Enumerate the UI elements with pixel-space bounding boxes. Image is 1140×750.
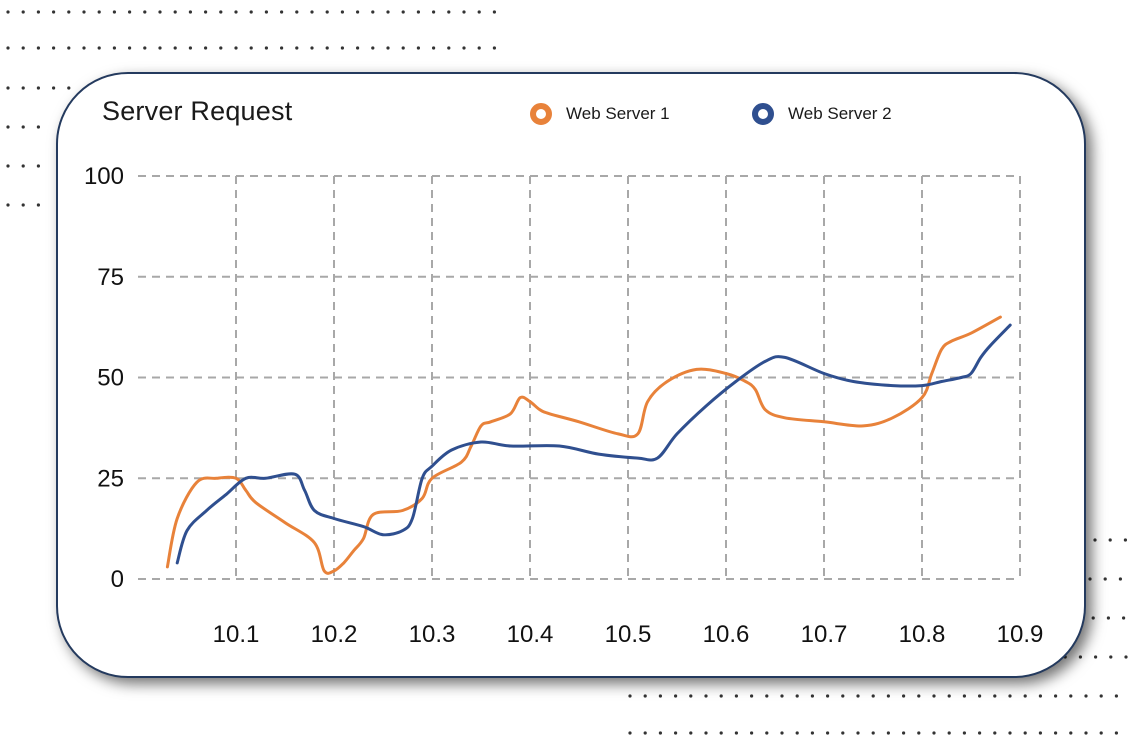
series-line-web-server-2 bbox=[175, 323, 1012, 565]
chart-grid bbox=[138, 175, 1021, 580]
x-tick-label: 10.6 bbox=[703, 621, 750, 648]
legend-label-web-server-2: Web Server 2 bbox=[788, 104, 892, 123]
legend-item-web-server-2: Web Server 2 bbox=[752, 96, 892, 132]
y-tick-label: 0 bbox=[111, 566, 124, 593]
x-tick-label: 10.9 bbox=[997, 621, 1044, 648]
series-line-web-server-1 bbox=[165, 315, 1002, 575]
x-tick-label: 10.7 bbox=[801, 621, 848, 648]
y-tick-label: 25 bbox=[97, 465, 124, 492]
y-axis-ticks: 0 25 50 75 100 bbox=[84, 163, 124, 593]
x-tick-label: 10.1 bbox=[213, 621, 260, 648]
x-tick-label: 10.4 bbox=[507, 621, 554, 648]
legend-item-web-server-1: Web Server 1 bbox=[530, 96, 670, 132]
y-tick-label: 100 bbox=[84, 163, 124, 190]
legend-marker-web-server-1 bbox=[530, 103, 552, 125]
chart-card bbox=[56, 72, 1086, 678]
decor-dots-bottom-right bbox=[628, 538, 1128, 735]
decor-dots-top-left bbox=[6, 10, 496, 207]
x-tick-label: 10.5 bbox=[605, 621, 652, 648]
chart-title: Server Request bbox=[102, 96, 293, 126]
x-tick-label: 10.8 bbox=[899, 621, 946, 648]
x-tick-label: 10.3 bbox=[409, 621, 456, 648]
x-tick-label: 10.2 bbox=[311, 621, 358, 648]
y-tick-label: 50 bbox=[97, 365, 124, 392]
legend-label-web-server-1: Web Server 1 bbox=[566, 104, 670, 123]
y-tick-label: 75 bbox=[97, 264, 124, 291]
x-axis-ticks: 10.1 10.2 10.3 10.4 10.5 10.6 10.7 10.8 10.9 bbox=[213, 621, 1044, 648]
chart-series bbox=[165, 315, 1012, 575]
legend-marker-web-server-2 bbox=[752, 103, 774, 125]
